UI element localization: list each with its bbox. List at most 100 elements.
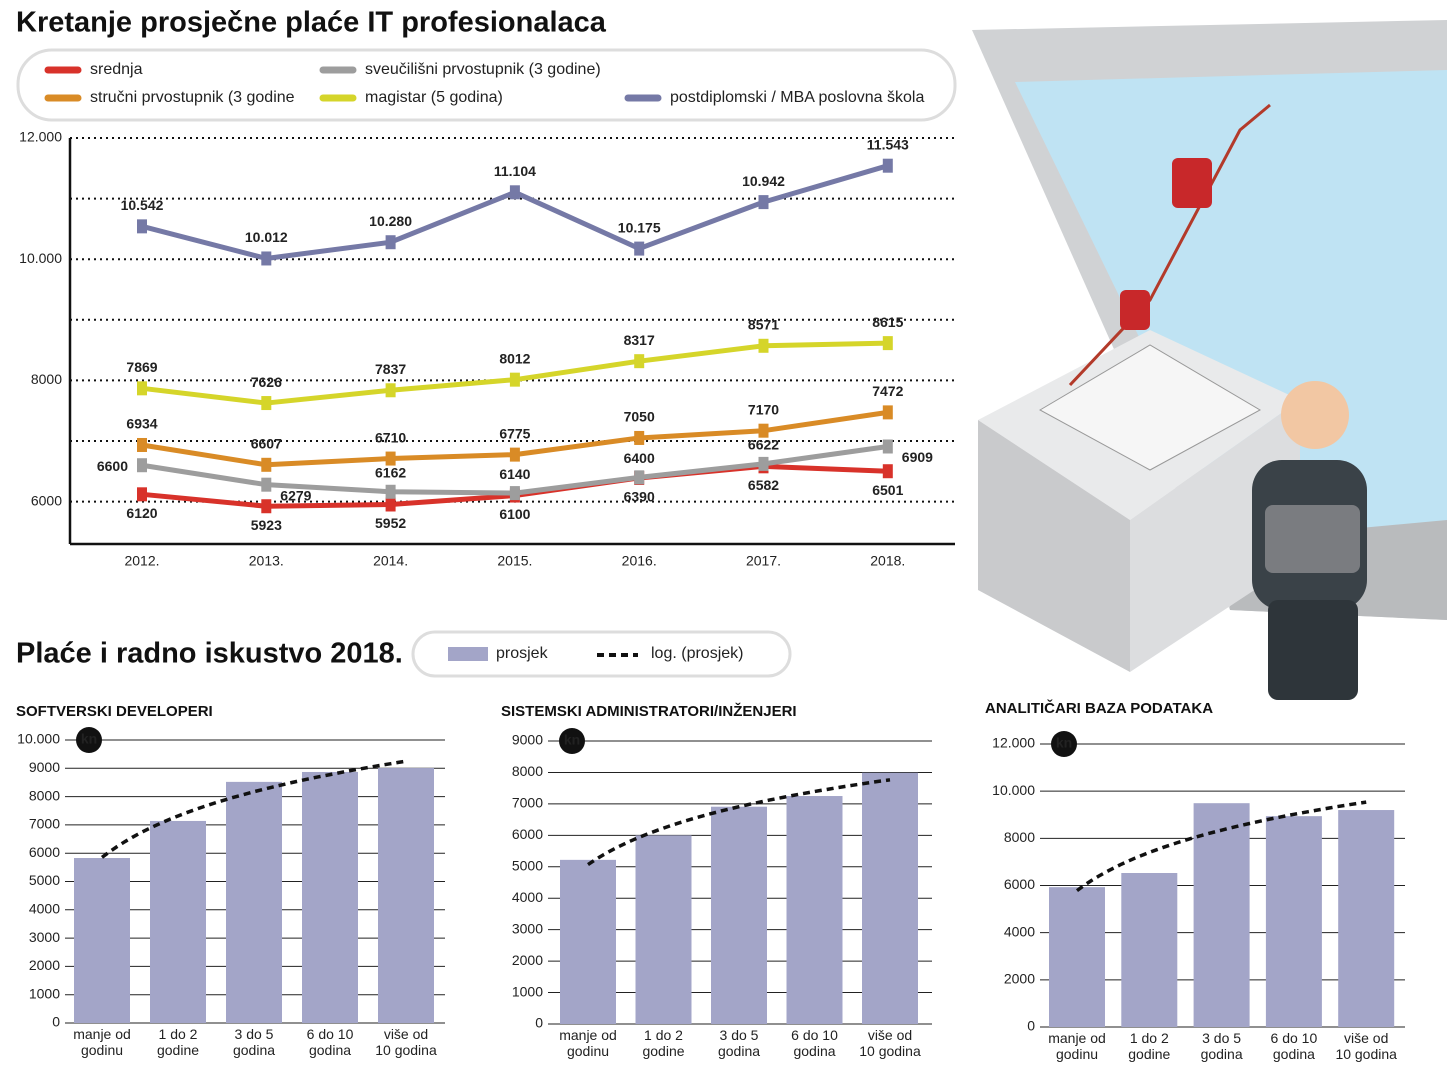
data-label: 6140 [499, 466, 530, 482]
bar [560, 859, 616, 1024]
point [385, 497, 396, 512]
x-tick-line: 10 godina [859, 1043, 921, 1059]
x-tick-line: 1 do 2 [644, 1027, 683, 1043]
data-label: 8012 [499, 350, 530, 366]
x-tick-line: godina [1273, 1046, 1315, 1062]
bar [150, 820, 206, 1023]
data-label: 8317 [624, 332, 655, 348]
unit-label: kn [1056, 735, 1072, 751]
y-tick-label: 7000 [512, 795, 543, 811]
x-tick-line: 6 do 10 [1271, 1030, 1318, 1046]
data-label: 7869 [126, 359, 157, 375]
data-label: 7050 [624, 409, 655, 425]
data-label: 6710 [375, 429, 406, 445]
data-label: 8615 [872, 314, 903, 330]
y-tick-label: 6000 [1004, 876, 1035, 892]
illustration [972, 20, 1447, 700]
data-label: 8571 [748, 316, 779, 332]
y-tick-label: 3000 [29, 929, 60, 945]
y-tick-label: 2000 [1004, 971, 1035, 987]
x-tick-label: 2018. [870, 553, 905, 569]
y-tick-label: 1000 [29, 985, 60, 1001]
y-tick-label: 0 [535, 1015, 543, 1031]
x-tick-line: 1 do 2 [1130, 1030, 1169, 1046]
y-tick-label: 12.000 [19, 129, 62, 145]
y-tick-label: 10.000 [19, 250, 62, 266]
x-tick-label: više od 10 godina [375, 1026, 437, 1058]
point [882, 158, 893, 173]
trend-line [100, 759, 407, 859]
x-tick-line: godina [793, 1043, 835, 1059]
bar [1338, 810, 1395, 1027]
point [882, 336, 893, 351]
chart-title: Kretanje prosječne plaće IT profesionala… [16, 7, 607, 39]
y-tick-label: 1000 [512, 983, 543, 999]
point [634, 354, 645, 369]
data-label: 6279 [280, 487, 311, 503]
data-label: 6120 [126, 505, 157, 521]
data-label: 11.104 [494, 163, 536, 179]
bar [226, 781, 282, 1023]
point [137, 381, 147, 396]
x-tick-label: 1 do 2 godine [1128, 1030, 1170, 1062]
point [137, 458, 147, 473]
x-tick-label: 2012. [124, 553, 159, 569]
bar [862, 772, 918, 1024]
point [385, 484, 396, 499]
unit-label: kn [564, 732, 580, 748]
legend-label: srednja [90, 61, 143, 78]
point [758, 195, 769, 210]
bars [1049, 803, 1395, 1027]
chart-title: SISTEMSKI ADMINISTRATORI/INŽENJERI [501, 702, 797, 720]
unit-badge [1051, 731, 1077, 757]
bar [711, 806, 767, 1024]
point [634, 430, 645, 445]
legend-swatch [448, 647, 488, 661]
x-tick-line: 3 do 5 [235, 1026, 274, 1042]
point [261, 251, 272, 266]
y-tick-label: 5000 [512, 857, 543, 873]
x-tick-label: 2014. [373, 553, 408, 569]
point [137, 437, 147, 452]
point [758, 338, 769, 353]
x-tick-label: 6 do 10 godina [1271, 1030, 1318, 1062]
y-tick-label: 5000 [29, 872, 60, 888]
x-tick-label: 6 do 10 godina [307, 1026, 354, 1058]
bars [560, 772, 918, 1024]
data-label: 6582 [748, 477, 779, 493]
legend-label: sveučilišni prvostupnik (3 godine) [365, 61, 601, 78]
bar [786, 796, 843, 1024]
point [261, 457, 272, 472]
point [261, 499, 272, 514]
legend-label: stručni prvostupnik (3 godine [90, 89, 295, 106]
x-tick-line: manje od [559, 1027, 617, 1043]
bar [74, 858, 130, 1023]
point [882, 464, 893, 479]
legend-label: postdiplomski / MBA poslovna škola [670, 89, 924, 106]
climber [1120, 290, 1150, 330]
data-label: 10.175 [618, 219, 661, 235]
x-tick-line: godine [157, 1042, 199, 1058]
y-tick-label: 10.000 [17, 731, 60, 747]
laptop-screen [1015, 70, 1447, 565]
y-tick-label: 8000 [512, 763, 543, 779]
x-tick-label: manje od godinu [1048, 1030, 1106, 1062]
y-tick-label: 7000 [29, 816, 60, 832]
data-label: 10.280 [369, 213, 412, 229]
legend-label: log. (prosjek) [651, 645, 743, 662]
unit-label: kn [81, 731, 97, 747]
rope [1068, 103, 1271, 387]
point [758, 456, 769, 471]
chart-title: ANALITIČARI BAZA PODATAKA [985, 699, 1213, 717]
y-tick-label: 0 [52, 1014, 60, 1030]
y-tick-label: 9000 [512, 732, 543, 748]
x-tick-line: godina [309, 1042, 351, 1058]
y-tick-label: 9000 [29, 759, 60, 775]
legend-frame [16, 48, 957, 122]
point [509, 486, 520, 501]
y-tick-label: 4000 [512, 889, 543, 905]
x-tick-line: više od [868, 1027, 912, 1043]
y-tick-label: 12.000 [992, 735, 1035, 751]
data-label: 11.543 [867, 136, 909, 152]
y-tick-label: 3000 [512, 920, 543, 936]
